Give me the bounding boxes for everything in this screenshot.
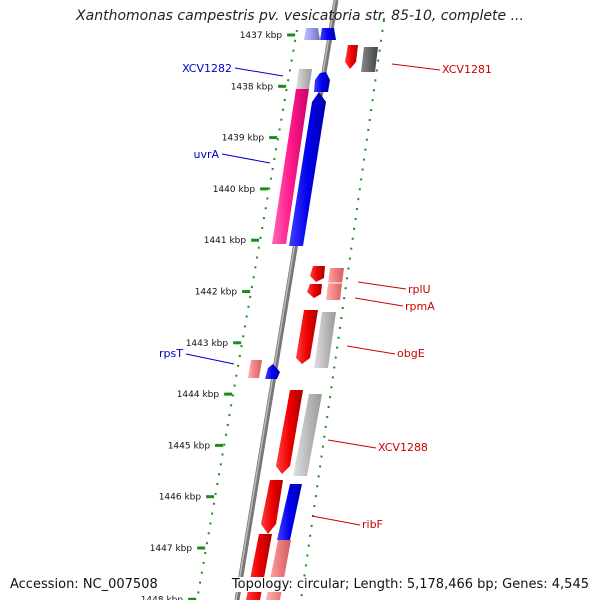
tick-marks: 1437 kbp 1438 kbp 1439 kbp 1440 kbp 1441 kbp… [141,31,296,600]
label-uvra[interactable]: uvrA [193,148,219,161]
tick-label: 1445 kbp [168,441,211,451]
tick-label: 1441 kbp [204,236,247,246]
label-xcv1282[interactable]: XCV1282 [182,62,232,75]
leader-obge [346,345,396,355]
leader-rpma [354,297,404,307]
tick-label: 1446 kbp [159,493,202,503]
gene-obge[interactable] [296,310,318,364]
leader-uvra [221,153,271,164]
tick-label: 1443 kbp [186,339,229,349]
gene-xcv1288[interactable] [276,390,303,474]
gene-salmon-1[interactable] [326,268,344,300]
leader-xcv1281 [391,63,441,71]
tick-label: 1437 kbp [240,31,283,41]
gene-top-lavender[interactable] [304,28,320,40]
gene-rpst-b[interactable] [265,364,280,379]
leader-xcv1282 [234,67,284,77]
tick-label: 1447 kbp [150,544,193,554]
leader-ribf [311,515,361,526]
tick-label: 1442 kbp [195,288,238,298]
label-xcv1281[interactable]: XCV1281 [442,63,492,76]
gene-gray-obge[interactable] [314,312,336,368]
tick-label: 1440 kbp [213,185,256,195]
label-rpst[interactable]: rpsT [159,347,183,360]
label-ribf[interactable]: ribF [362,518,383,531]
tick-label: 1439 kbp [222,134,265,144]
gene-gray-xcv1288[interactable] [293,394,322,476]
leader-rplu [357,281,407,290]
gene-xcv1282[interactable] [296,69,312,89]
accession-text: Accession: NC_007508 [8,577,160,592]
map-title: Xanthomonas campestris pv. vesicatoria s… [76,8,524,24]
leader-xcv1288 [327,439,377,449]
gene-xcv1281-a[interactable] [345,45,358,69]
gene-uvra-rna[interactable] [272,89,309,244]
tick-label: 1438 kbp [231,82,274,92]
gene-top-blue[interactable] [320,28,336,40]
label-xcv1288[interactable]: XCV1288 [378,441,428,454]
gene-uvra[interactable] [289,92,326,246]
label-rpma[interactable]: rpmA [405,300,435,313]
gene-ribf[interactable] [261,480,283,534]
gene-rpst-a[interactable] [248,360,262,378]
gene-blue-ribf[interactable] [277,484,302,540]
leader-rpst [185,353,235,365]
genome-summary: Topology: circular; Length: 5,178,466 bp… [229,577,591,592]
gene-rplu[interactable] [310,266,325,282]
label-rplu[interactable]: rplU [408,283,431,296]
tick-label: 1444 kbp [177,390,220,400]
gene-blue-small[interactable] [314,72,330,92]
tick-label: 1448 kbp [141,595,184,600]
gene-rpma[interactable] [307,284,322,298]
label-obge[interactable]: obgE [397,347,425,360]
gene-xcv1281-b[interactable] [361,47,378,72]
